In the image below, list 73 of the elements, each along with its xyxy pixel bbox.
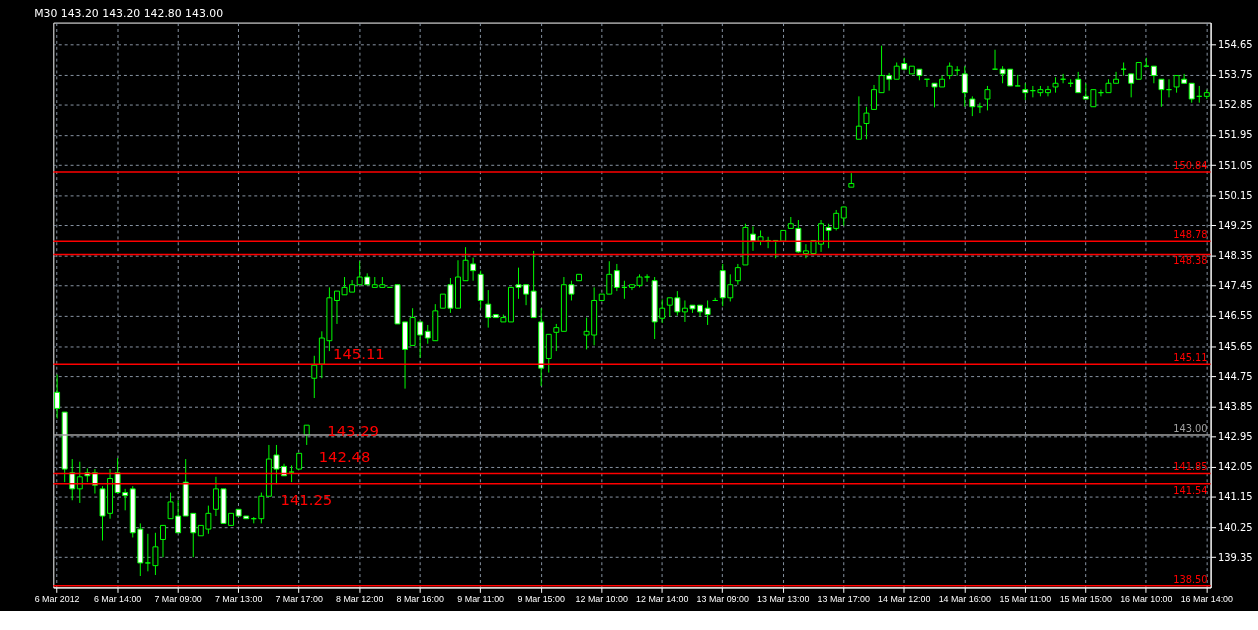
y-tick-label: 151.05 [1218, 159, 1253, 171]
y-tick-label: 149.25 [1218, 219, 1253, 231]
x-tick-label: 7 Mar 17:00 [275, 593, 323, 604]
ref-line-label: 143.00 [1173, 422, 1208, 434]
candlestick [984, 85, 991, 111]
y-tick-label: 146.55 [1218, 310, 1253, 322]
y-tick-label: 140.25 [1218, 521, 1253, 533]
candlestick [553, 323, 560, 352]
x-tick-label: 8 Mar 12:00 [335, 593, 384, 604]
candlestick [1128, 73, 1135, 98]
ref-line-label: 150.84 [1173, 160, 1208, 172]
y-tick-label: 143.85 [1218, 400, 1253, 412]
annotation: 141.25 [280, 491, 333, 509]
x-tick-label: 7 Mar 09:00 [154, 593, 202, 604]
y-tick-label: 152.85 [1218, 99, 1253, 111]
y-tick-label: 150.15 [1218, 189, 1253, 201]
annotation: 143.29 [327, 421, 380, 439]
y-tick-label: 142.95 [1218, 431, 1253, 443]
candlestick [1188, 82, 1195, 104]
candlestick [258, 492, 265, 524]
candlestick [152, 532, 159, 576]
ref-line-label: 148.38 [1173, 255, 1208, 267]
candlestick [311, 355, 318, 399]
candlestick [961, 65, 968, 108]
x-tick-label: 9 Mar 11:00 [457, 593, 505, 604]
candlestick [76, 461, 83, 504]
x-tick-label: 15 Mar 11:00 [999, 593, 1052, 604]
y-tick-label: 141.15 [1218, 491, 1253, 503]
y-tick-label: 154.65 [1218, 38, 1253, 50]
ref-line-label: 138.50 [1173, 573, 1208, 585]
x-tick-label: 14 Mar 12:00 [878, 593, 931, 604]
y-tick-label: 142.05 [1218, 461, 1253, 473]
x-tick-label: 12 Mar 10:00 [575, 593, 628, 604]
candlestick [644, 273, 651, 283]
chart-title: M30 143.20 143.20 142.80 143.00 [34, 6, 224, 20]
candlestick [160, 524, 166, 558]
y-tick-label: 151.95 [1218, 129, 1253, 141]
x-tick-label: 12 Mar 14:00 [636, 593, 689, 604]
x-tick-label: 6 Mar 14:00 [93, 593, 142, 604]
ref-line-label: 141.54 [1173, 484, 1208, 496]
y-tick-label: 139.35 [1218, 551, 1253, 563]
y-tick-label: 144.75 [1218, 370, 1253, 382]
x-tick-label: 13 Mar 17:00 [817, 593, 870, 604]
ref-line-label: 148.78 [1173, 229, 1208, 241]
candlestick [1075, 71, 1082, 94]
x-tick-label: 14 Mar 16:00 [938, 593, 991, 604]
y-tick-label: 148.35 [1218, 250, 1253, 262]
x-tick-label: 8 Mar 16:00 [396, 593, 444, 604]
y-tick-label: 153.75 [1218, 69, 1253, 81]
annotation: 142.48 [318, 448, 371, 466]
y-tick-label: 145.65 [1218, 340, 1253, 352]
x-tick-label: 9 Mar 15:00 [517, 593, 565, 604]
x-tick-label: 16 Mar 14:00 [1180, 593, 1234, 604]
ref-line-label: 141.85 [1173, 461, 1208, 473]
x-tick-label: 6 Mar 2012 [34, 593, 80, 604]
candlestick [863, 106, 870, 140]
x-tick-label: 16 Mar 10:00 [1120, 593, 1173, 604]
candlestick [1014, 74, 1021, 87]
annotation: 145.11 [332, 345, 385, 363]
y-tick-label: 147.45 [1218, 280, 1253, 292]
candlestick [613, 263, 620, 292]
x-tick-label: 15 Mar 15:00 [1059, 593, 1113, 604]
x-tick-label: 13 Mar 13:00 [757, 593, 810, 604]
candlestick [855, 95, 862, 140]
candlestick [969, 95, 976, 117]
x-tick-label: 13 Mar 09:00 [696, 593, 749, 604]
candlestick [734, 263, 741, 286]
candlestick [144, 533, 151, 572]
x-tick-label: 7 Mar 13:00 [214, 593, 263, 604]
candlestick [840, 206, 847, 227]
ref-line-label: 145.11 [1173, 352, 1208, 364]
candlestick [1158, 78, 1165, 108]
candlestick [485, 289, 492, 329]
